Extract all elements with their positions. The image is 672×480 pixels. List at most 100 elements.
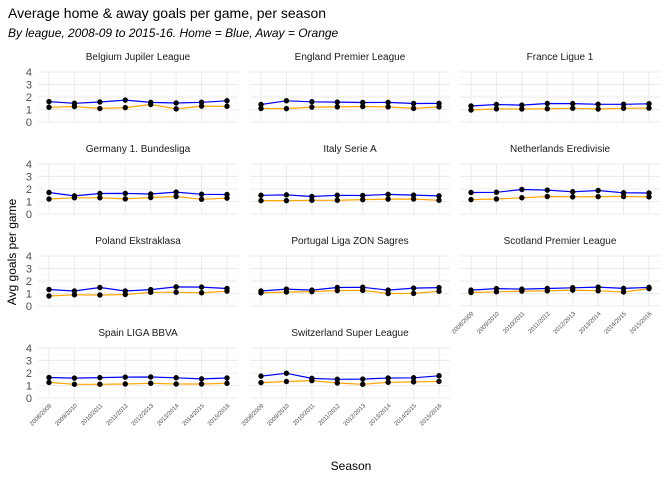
away-data-point xyxy=(493,106,500,112)
home-data-point xyxy=(570,189,576,195)
home-series-line xyxy=(470,188,650,194)
y-tick-label: 4 xyxy=(26,159,32,171)
away-data-point xyxy=(198,103,205,109)
home-data-point xyxy=(595,187,601,194)
home-data-point xyxy=(283,370,290,376)
home-data-point xyxy=(71,288,78,294)
x-tick-label: 2011/2012 xyxy=(528,311,552,335)
facet-panel: France Ligue 1 xyxy=(460,52,660,123)
home-data-point xyxy=(519,186,525,193)
away-data-point xyxy=(283,197,290,204)
away-data-point xyxy=(646,105,652,111)
facet-strip-label: Italy Serie A xyxy=(323,144,377,155)
home-data-point xyxy=(122,190,128,197)
home-data-point xyxy=(283,98,290,104)
away-data-point xyxy=(224,380,230,386)
away-data-point xyxy=(360,381,366,387)
home-data-point xyxy=(258,373,264,379)
facet-strip-label: Germany 1. Bundesliga xyxy=(86,144,191,155)
y-tick-label: 4 xyxy=(26,343,32,355)
home-data-point xyxy=(46,374,52,381)
home-data-point xyxy=(620,285,627,292)
home-data-point xyxy=(360,284,366,290)
y-tick-label: 1 xyxy=(26,105,32,117)
facet-strip-label: Belgium Jupiler League xyxy=(86,52,191,63)
facet-strip-label: Switzerland Super League xyxy=(291,328,409,339)
home-data-point xyxy=(46,98,52,105)
away-data-point xyxy=(173,193,179,200)
x-tick-label: 2013/2014 xyxy=(578,311,603,336)
away-data-point xyxy=(595,106,601,112)
facet-panel: Switzerland Super League 2008/2009 2009/20… xyxy=(241,328,450,427)
home-series-line xyxy=(48,99,228,104)
home-data-point xyxy=(122,374,128,380)
away-data-point xyxy=(436,378,442,385)
home-data-point xyxy=(148,286,154,293)
y-tick-label: 2 xyxy=(26,368,32,380)
facet-panel: Portugal Liga ZON Sagres xyxy=(250,236,450,307)
y-tick-label: 1 xyxy=(26,197,32,209)
x-tick-label: 2014/2015 xyxy=(182,403,207,428)
away-data-point xyxy=(224,103,230,109)
facet-strip-label: Poland Ekstraklasa xyxy=(95,236,181,247)
home-data-point xyxy=(148,191,154,197)
x-tick-label: 2008/2009 xyxy=(451,311,476,336)
away-data-point xyxy=(385,104,391,110)
home-data-point xyxy=(46,286,52,293)
away-data-point xyxy=(519,106,525,112)
home-data-point xyxy=(71,100,78,106)
home-data-point xyxy=(493,101,500,108)
home-data-point xyxy=(385,191,391,198)
away-series-line xyxy=(470,288,650,294)
home-data-point xyxy=(97,99,103,105)
home-data-point xyxy=(283,286,290,292)
y-tick-label: 1 xyxy=(26,289,32,301)
home-data-point xyxy=(385,99,391,106)
x-tick-label: 2015/2016 xyxy=(419,403,444,428)
x-tick-label: 2012/2013 xyxy=(131,403,156,428)
home-data-point xyxy=(493,189,500,195)
x-tick-label: 2013/2014 xyxy=(156,403,181,428)
away-data-point xyxy=(519,195,525,201)
home-data-point xyxy=(173,284,179,290)
home-data-point xyxy=(198,191,205,197)
x-tick-label: 2012/2013 xyxy=(343,403,368,428)
home-data-point xyxy=(148,99,154,106)
home-data-point xyxy=(410,375,417,381)
home-data-point xyxy=(436,284,442,291)
home-data-point xyxy=(493,285,500,292)
y-tick-label: 3 xyxy=(26,172,32,184)
away-data-point xyxy=(97,195,103,201)
away-data-point xyxy=(258,197,264,204)
facet-strip-label: England Premier League xyxy=(295,52,406,63)
home-data-point xyxy=(360,192,366,199)
away-data-point xyxy=(385,196,391,202)
home-data-point xyxy=(71,193,78,199)
away-data-point xyxy=(46,293,52,299)
facet-panel: Italy Serie A xyxy=(250,144,450,215)
home-data-point xyxy=(519,286,525,292)
away-data-point xyxy=(410,290,417,297)
facet-strip-label: Portugal Liga ZON Sagres xyxy=(291,236,408,247)
x-tick-label: 2014/2015 xyxy=(604,311,629,336)
x-tick-label: 2009/2010 xyxy=(55,403,80,428)
home-series-line xyxy=(260,100,440,106)
away-series-line xyxy=(470,195,650,201)
home-data-point xyxy=(570,285,576,291)
away-data-point xyxy=(493,196,500,202)
away-data-point xyxy=(148,380,154,386)
y-tick-label: 2 xyxy=(26,184,32,196)
home-series-line xyxy=(260,372,440,380)
away-data-point xyxy=(97,105,103,112)
away-data-point xyxy=(410,105,417,112)
home-data-point xyxy=(410,285,417,291)
y-tick-label: 2 xyxy=(26,92,32,104)
away-data-point xyxy=(198,381,205,387)
away-data-point xyxy=(334,197,340,203)
home-data-point xyxy=(224,375,230,381)
home-data-point xyxy=(436,193,442,199)
x-tick-label: 2009/2010 xyxy=(267,403,292,428)
facet-panel: Scotland Premier League 2008/2009 2009/201… xyxy=(451,236,660,335)
away-data-point xyxy=(122,104,128,111)
home-data-point xyxy=(620,101,627,107)
